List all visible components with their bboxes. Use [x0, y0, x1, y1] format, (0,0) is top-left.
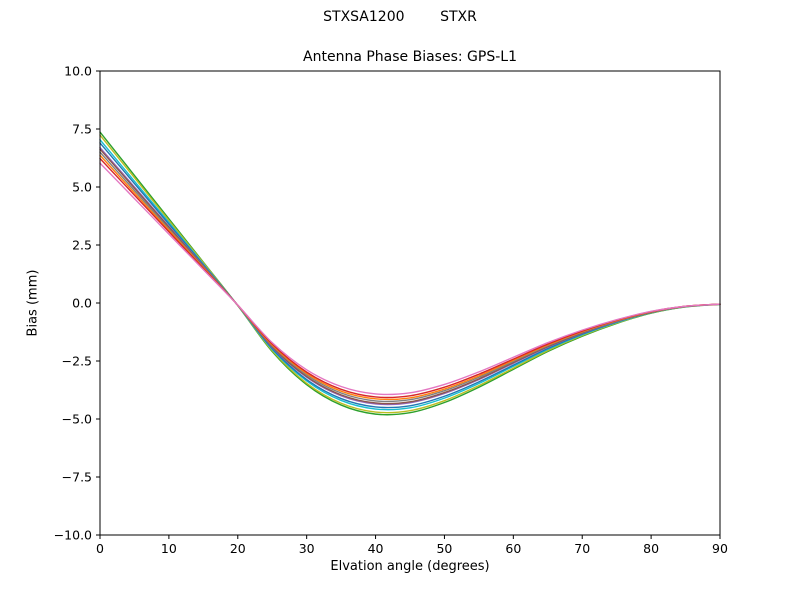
y-tick-label: −2.5 [62, 354, 92, 369]
y-tick-label: 7.5 [72, 122, 92, 137]
series-curve-curve-04 [99, 142, 721, 409]
x-tick-label: 0 [96, 541, 104, 556]
x-tick-label: 70 [574, 541, 590, 556]
x-tick-label: 10 [161, 541, 177, 556]
series-curve-curve-02 [99, 134, 721, 414]
series-curve-curve-03 [99, 138, 721, 411]
axes-title: Antenna Phase Biases: GPS-L1 [303, 49, 517, 65]
series-curve-curve-01 [99, 131, 721, 416]
series-curve-curve-06 [99, 148, 721, 405]
series-curve-curve-08 [99, 154, 721, 401]
series-curve-curve-10 [99, 162, 721, 396]
x-tick-label: 20 [230, 541, 246, 556]
y-tick-label: −10.0 [54, 528, 92, 543]
x-tick-label: 30 [299, 541, 315, 556]
y-tick-label: 0.0 [72, 296, 92, 311]
y-tick-label: 10.0 [64, 64, 92, 79]
series-curve-curve-07 [99, 151, 721, 403]
axes-spines [99, 70, 721, 536]
x-tick-label: 80 [643, 541, 659, 556]
x-tick-label: 90 [712, 541, 728, 556]
figure-suptitle: STXSA1200 STXR [323, 9, 477, 25]
series-curve-curve-05 [99, 146, 721, 406]
y-tick-label: 2.5 [72, 238, 92, 253]
x-tick-label: 50 [436, 541, 452, 556]
y-tick-label: −7.5 [62, 470, 92, 485]
y-tick-label: −5.0 [62, 412, 92, 427]
x-axis-label: Elvation angle (degrees) [330, 559, 490, 574]
x-tick-label: 60 [505, 541, 521, 556]
series-curve-curve-09 [99, 157, 721, 399]
x-tick-label: 40 [368, 541, 384, 556]
y-tick-label: 5.0 [72, 180, 92, 195]
